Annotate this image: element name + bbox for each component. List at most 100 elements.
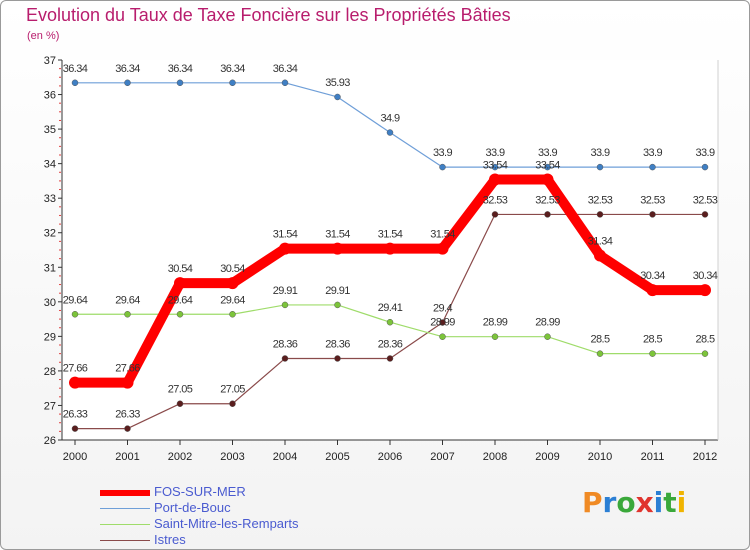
data-point-1 bbox=[229, 79, 236, 87]
data-point-1 bbox=[334, 93, 341, 101]
data-point-0 bbox=[279, 242, 291, 255]
x-tick-label: 2008 bbox=[483, 451, 507, 463]
legend-swatch-fos bbox=[100, 490, 150, 496]
legend-swatch-port-de-bouc bbox=[100, 508, 150, 509]
data-point-0 bbox=[384, 242, 396, 255]
data-label-0: 30.34 bbox=[693, 270, 718, 282]
data-label-3: 32.53 bbox=[588, 194, 613, 206]
data-label-1: 36.34 bbox=[115, 63, 140, 75]
data-label-2: 28.5 bbox=[590, 334, 609, 346]
data-label-2: 29.64 bbox=[63, 294, 88, 306]
data-label-1: 36.34 bbox=[63, 63, 88, 75]
legend-label-fos: FOS-SUR-MER bbox=[154, 484, 246, 499]
data-point-2 bbox=[334, 301, 341, 309]
data-label-1: 33.9 bbox=[695, 147, 714, 159]
data-label-3: 32.53 bbox=[693, 194, 718, 206]
logo-letter: i bbox=[676, 486, 687, 519]
data-point-3 bbox=[544, 211, 551, 218]
data-point-1 bbox=[649, 163, 656, 171]
data-point-3 bbox=[596, 211, 604, 218]
y-tick-label: 27 bbox=[44, 400, 56, 412]
legend-item-port-de-bouc: Port-de-Bouc bbox=[100, 500, 400, 517]
data-label-3: 27.05 bbox=[220, 384, 245, 396]
data-point-2 bbox=[544, 333, 551, 340]
legend-item-saint-mitre: Saint-Mitre-les-Remparts bbox=[100, 516, 400, 533]
data-point-1 bbox=[176, 79, 184, 87]
data-label-1: 34.9 bbox=[380, 113, 399, 125]
legend-swatch-istres bbox=[100, 540, 150, 541]
legend-item-istres: Istres bbox=[100, 532, 400, 549]
data-point-3 bbox=[124, 425, 131, 432]
data-point-2 bbox=[229, 311, 236, 318]
data-point-2 bbox=[386, 318, 394, 326]
data-label-1: 33.9 bbox=[485, 147, 504, 159]
logo-letter: P bbox=[582, 486, 603, 519]
data-label-1: 35.93 bbox=[325, 77, 350, 89]
data-label-0: 31.54 bbox=[273, 229, 298, 241]
data-label-1: 33.9 bbox=[538, 147, 557, 159]
chart-title: Evolution du Taux de Taxe Foncière sur l… bbox=[26, 5, 511, 25]
y-tick-label: 26 bbox=[44, 435, 56, 447]
data-point-3 bbox=[649, 211, 656, 218]
data-label-0: 27.66 bbox=[63, 363, 88, 375]
data-point-0 bbox=[489, 173, 501, 186]
data-point-0 bbox=[121, 376, 134, 389]
data-point-2 bbox=[176, 311, 184, 318]
data-point-2 bbox=[596, 350, 604, 357]
data-point-3 bbox=[701, 211, 709, 218]
x-tick-label: 2011 bbox=[641, 451, 665, 463]
data-label-0: 31.54 bbox=[378, 229, 403, 241]
x-tick-label: 2004 bbox=[273, 451, 297, 463]
data-point-0 bbox=[699, 284, 711, 297]
data-point-3 bbox=[439, 319, 446, 326]
legend-label-port-de-bouc: Port-de-Bouc bbox=[154, 500, 231, 515]
data-point-0 bbox=[436, 242, 449, 255]
data-label-1: 33.9 bbox=[643, 147, 662, 159]
y-tick-label: 37 bbox=[44, 55, 56, 67]
data-label-2: 29.64 bbox=[220, 294, 245, 306]
data-point-3 bbox=[71, 425, 79, 432]
data-label-2: 28.99 bbox=[430, 317, 455, 329]
chart-subtitle: (en %) bbox=[27, 30, 60, 42]
x-tick-label: 2001 bbox=[115, 451, 139, 463]
data-point-1 bbox=[71, 79, 79, 87]
data-label-0: 27.66 bbox=[115, 363, 140, 375]
data-label-0: 31.54 bbox=[430, 229, 455, 241]
data-point-0 bbox=[594, 249, 606, 262]
data-label-3: 27.05 bbox=[168, 384, 193, 396]
data-label-3: 29.4 bbox=[433, 303, 452, 315]
data-point-0 bbox=[69, 376, 81, 389]
data-label-2: 29.91 bbox=[273, 285, 298, 297]
data-label-2: 28.5 bbox=[643, 334, 662, 346]
data-label-1: 36.34 bbox=[168, 63, 193, 75]
data-point-1 bbox=[544, 163, 551, 171]
data-label-0: 33.54 bbox=[535, 160, 560, 172]
data-label-2: 29.64 bbox=[115, 294, 140, 306]
data-point-0 bbox=[646, 284, 659, 297]
data-label-0: 30.34 bbox=[640, 270, 665, 282]
data-point-2 bbox=[649, 350, 656, 357]
legend-swatch-saint-mitre bbox=[100, 524, 150, 525]
data-point-3 bbox=[334, 355, 341, 362]
legend-item-fos: FOS-SUR-MER bbox=[100, 484, 400, 501]
x-tick-label: 2005 bbox=[325, 451, 349, 463]
data-point-1 bbox=[701, 163, 709, 171]
logo-letter: o bbox=[616, 486, 636, 519]
data-label-0: 31.34 bbox=[588, 236, 613, 248]
x-tick-label: 2003 bbox=[220, 451, 244, 463]
y-tick-label: 35 bbox=[44, 124, 56, 136]
data-point-1 bbox=[596, 163, 604, 171]
data-point-1 bbox=[491, 163, 499, 171]
data-label-3: 28.36 bbox=[378, 338, 403, 350]
data-label-2: 28.99 bbox=[535, 317, 560, 329]
data-point-3 bbox=[491, 211, 499, 218]
x-tick-label: 2012 bbox=[693, 451, 717, 463]
legend-label-saint-mitre: Saint-Mitre-les-Remparts bbox=[154, 516, 299, 531]
data-label-3: 26.33 bbox=[115, 409, 140, 421]
data-label-3: 32.53 bbox=[640, 194, 665, 206]
x-tick-label: 2009 bbox=[535, 451, 559, 463]
x-tick-label: 2006 bbox=[378, 451, 402, 463]
data-label-1: 33.9 bbox=[590, 147, 609, 159]
data-point-2 bbox=[71, 311, 79, 318]
